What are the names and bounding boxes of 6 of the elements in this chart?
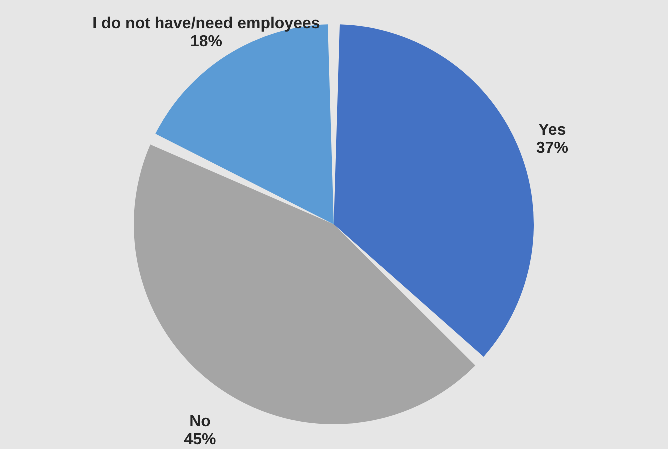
slice-label: Yes: [538, 122, 566, 139]
data-label: 37%: [536, 140, 568, 157]
slice-label: No: [190, 413, 212, 430]
data-label: 18%: [190, 34, 222, 51]
data-label: 45%: [184, 431, 216, 448]
slice-label: I do not have/need employees: [92, 16, 320, 33]
